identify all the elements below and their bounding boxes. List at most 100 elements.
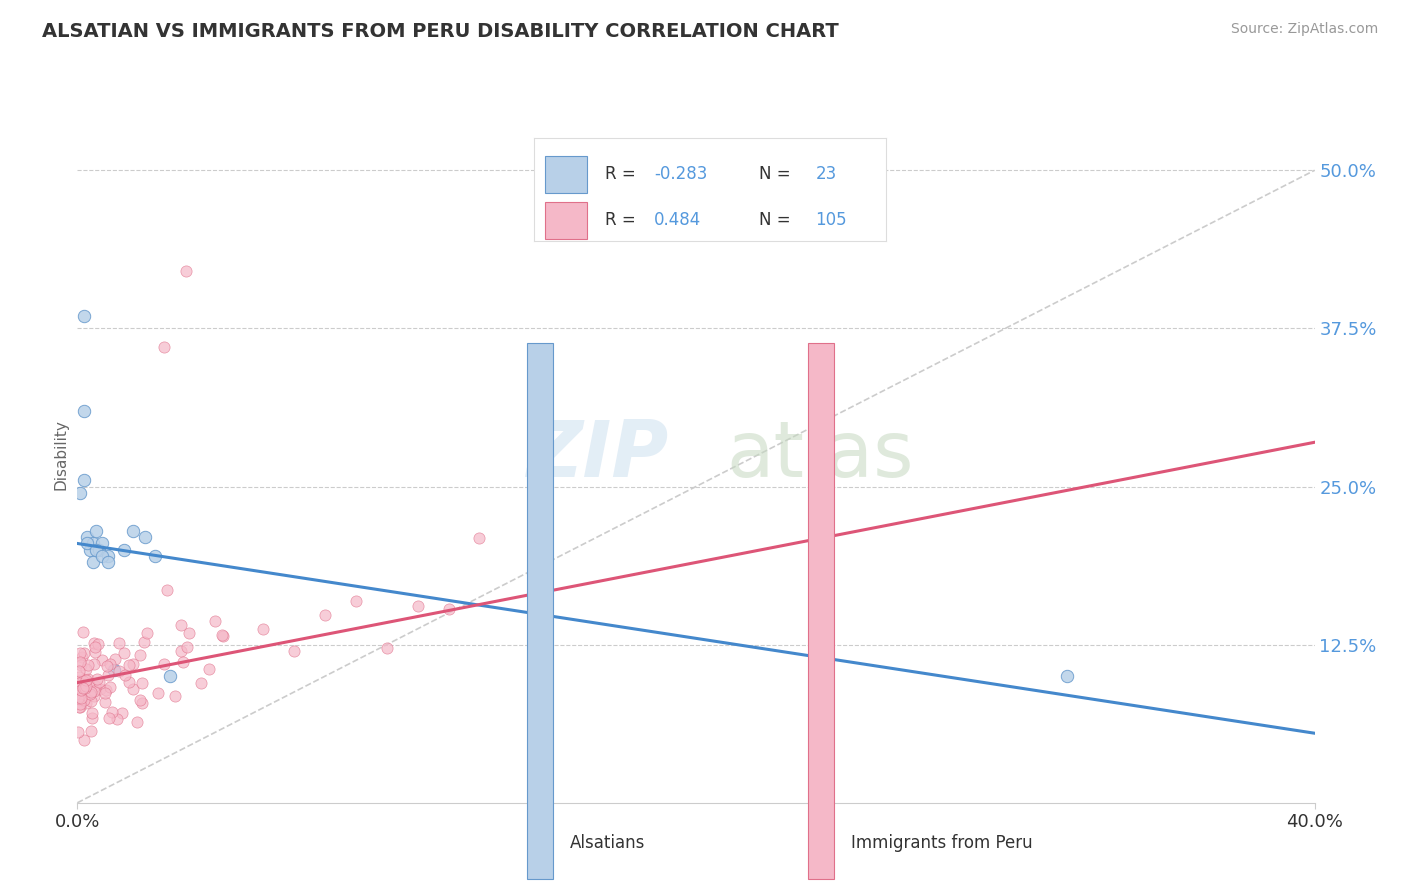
Text: ALSATIAN VS IMMIGRANTS FROM PERU DISABILITY CORRELATION CHART: ALSATIAN VS IMMIGRANTS FROM PERU DISABIL…: [42, 22, 839, 41]
Point: [98, 680, 121, 694]
Point: [159, 669, 181, 683]
Point: [97, 556, 120, 570]
Point: [90, 653, 112, 667]
Point: [73, 681, 96, 695]
Point: [83, 657, 105, 672]
Point: [437, 602, 460, 616]
Point: [108, 664, 131, 678]
Point: [135, 625, 157, 640]
Text: 105: 105: [815, 211, 846, 229]
Point: [72, 309, 94, 323]
Point: [131, 676, 153, 690]
Point: [72, 473, 94, 487]
Point: [75, 661, 97, 675]
Point: [73, 732, 96, 747]
Point: [80, 684, 103, 698]
Point: [82, 536, 104, 550]
Text: N =: N =: [759, 165, 796, 183]
Point: [118, 658, 141, 673]
Point: [69, 698, 91, 712]
Point: [73, 673, 96, 687]
Point: [105, 712, 128, 726]
Point: [170, 617, 193, 632]
Text: ZIP: ZIP: [526, 417, 668, 493]
Point: [314, 607, 336, 622]
Point: [96, 658, 118, 673]
Point: [73, 692, 96, 706]
Point: [83, 645, 105, 659]
Point: [128, 648, 150, 663]
Point: [107, 636, 129, 650]
Point: [97, 668, 120, 682]
Text: R =: R =: [605, 165, 641, 183]
Text: Source: ZipAtlas.com: Source: ZipAtlas.com: [1230, 22, 1378, 37]
Point: [204, 614, 226, 628]
Point: [89, 681, 111, 696]
Bar: [544, 156, 586, 193]
Point: [83, 679, 105, 693]
Point: [80, 724, 103, 739]
Point: [132, 635, 155, 649]
Point: [97, 549, 120, 563]
Point: [100, 657, 122, 671]
Point: [1056, 669, 1078, 683]
Point: [84, 524, 107, 538]
Point: [212, 629, 235, 643]
Text: Alsatians: Alsatians: [569, 834, 645, 852]
Point: [177, 626, 200, 640]
Point: [70, 682, 93, 697]
Point: [94, 694, 117, 708]
Point: [69, 700, 91, 714]
Point: [91, 549, 114, 563]
Point: [73, 646, 96, 660]
Point: [83, 683, 105, 698]
Point: [252, 622, 274, 636]
Point: [79, 542, 101, 557]
Point: [73, 681, 96, 695]
Point: [344, 594, 367, 608]
Text: -0.283: -0.283: [654, 165, 707, 183]
Text: R =: R =: [605, 211, 641, 229]
Point: [70, 682, 93, 697]
Point: [80, 711, 103, 725]
Text: N =: N =: [759, 211, 796, 229]
Point: [67, 674, 90, 689]
Point: [83, 635, 105, 649]
Point: [112, 542, 135, 557]
Point: [76, 672, 98, 686]
Point: [153, 657, 176, 671]
Point: [131, 696, 153, 710]
Point: [67, 664, 90, 678]
Point: [69, 646, 91, 660]
Point: [70, 690, 93, 705]
Point: [67, 725, 90, 739]
Point: [67, 673, 90, 688]
Point: [75, 696, 97, 710]
Point: [129, 693, 152, 707]
Point: [97, 711, 120, 725]
Point: [86, 672, 108, 686]
Point: [172, 655, 194, 669]
Point: [75, 673, 97, 688]
Point: [283, 644, 305, 658]
Bar: [544, 202, 586, 239]
Point: [163, 690, 186, 704]
Point: [69, 486, 91, 500]
Point: [72, 681, 94, 696]
Point: [146, 686, 169, 700]
Point: [94, 686, 117, 700]
Point: [80, 706, 103, 720]
Point: [67, 675, 90, 690]
Point: [94, 682, 117, 697]
Point: [91, 536, 114, 550]
Point: [122, 524, 145, 538]
Point: [69, 656, 91, 670]
Point: [530, 622, 553, 636]
Point: [72, 624, 94, 639]
Point: [468, 531, 491, 545]
Point: [198, 661, 221, 675]
Point: [76, 536, 98, 550]
Point: [72, 674, 94, 689]
Point: [69, 693, 91, 707]
Point: [82, 556, 104, 570]
